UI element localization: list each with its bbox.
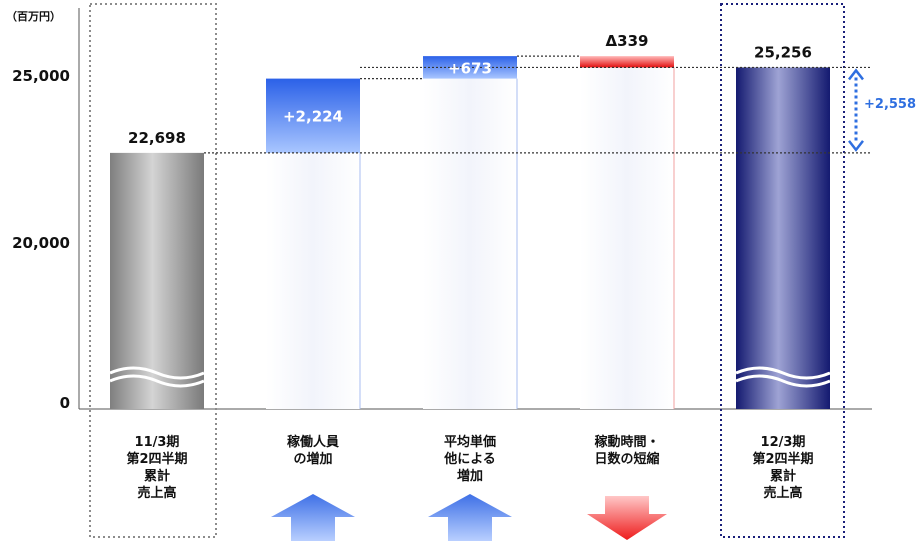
unit-label: （百万円） bbox=[6, 10, 61, 23]
bar-value-label: +2,224 bbox=[283, 108, 343, 126]
category-label: 他による bbox=[443, 451, 496, 467]
difference-indicator: +2,558 bbox=[848, 68, 916, 152]
y-ticks: 0 20,000 25,000 bbox=[12, 67, 70, 412]
category-label: 12/3期 bbox=[761, 435, 806, 450]
arrow-up-icon bbox=[271, 494, 355, 541]
category-label: 累計 bbox=[770, 468, 796, 484]
arrow-up-icon bbox=[428, 494, 512, 541]
y-tick-label: 0 bbox=[60, 394, 70, 412]
bar-total bbox=[110, 152, 204, 410]
bars bbox=[109, 56, 831, 410]
category-label: 累計 bbox=[144, 468, 170, 484]
axis-break-wave bbox=[735, 366, 831, 380]
bar-value-label: +673 bbox=[448, 59, 492, 77]
category-label: 第2四半期 bbox=[752, 451, 813, 467]
bar-value-label: 25,256 bbox=[754, 43, 812, 61]
y-tick-label: 25,000 bbox=[12, 67, 70, 85]
category-label: 増加 bbox=[457, 468, 483, 484]
category-label: 11/3期 bbox=[135, 435, 180, 450]
arrow-down-icon bbox=[587, 496, 667, 540]
category-label: 売上高 bbox=[137, 485, 176, 501]
category-labels: 11/3期第2四半期累計売上高稼働人員の増加平均単価他による増加稼動時間・日数の… bbox=[126, 434, 813, 501]
category-label: 平均単価 bbox=[444, 434, 496, 450]
direction-arrows bbox=[271, 494, 667, 541]
bar-value-label: 22,698 bbox=[128, 129, 186, 147]
frame-prev-total bbox=[89, 3, 217, 538]
category-label: 稼動時間・ bbox=[594, 434, 659, 450]
bar-total bbox=[736, 67, 830, 410]
bar-increase bbox=[266, 78, 360, 153]
bar-decrease bbox=[580, 56, 674, 68]
bar-value-label: Δ339 bbox=[606, 32, 649, 50]
value-labels: 22,698 +2,224 +673 Δ339 25,256 bbox=[128, 32, 812, 147]
ghost-column bbox=[266, 152, 360, 410]
category-label: 第2四半期 bbox=[126, 451, 187, 467]
category-label: 売上高 bbox=[763, 485, 802, 501]
difference-label: +2,558 bbox=[864, 97, 916, 112]
y-tick-label: 20,000 bbox=[12, 234, 70, 252]
axis-break-wave bbox=[109, 374, 205, 388]
difference-arrow-up bbox=[848, 68, 864, 81]
ghost-column bbox=[423, 78, 517, 410]
frame-curr-total bbox=[720, 3, 845, 538]
category-label: 稼働人員 bbox=[287, 434, 339, 450]
category-label: 日数の短縮 bbox=[594, 451, 659, 467]
category-label: の増加 bbox=[293, 451, 332, 467]
axis-break-wave bbox=[109, 366, 205, 380]
axis-break-wave bbox=[735, 374, 831, 388]
connector-lines bbox=[204, 55, 872, 154]
difference-arrow-down bbox=[848, 140, 864, 152]
ghost-column bbox=[580, 67, 674, 410]
